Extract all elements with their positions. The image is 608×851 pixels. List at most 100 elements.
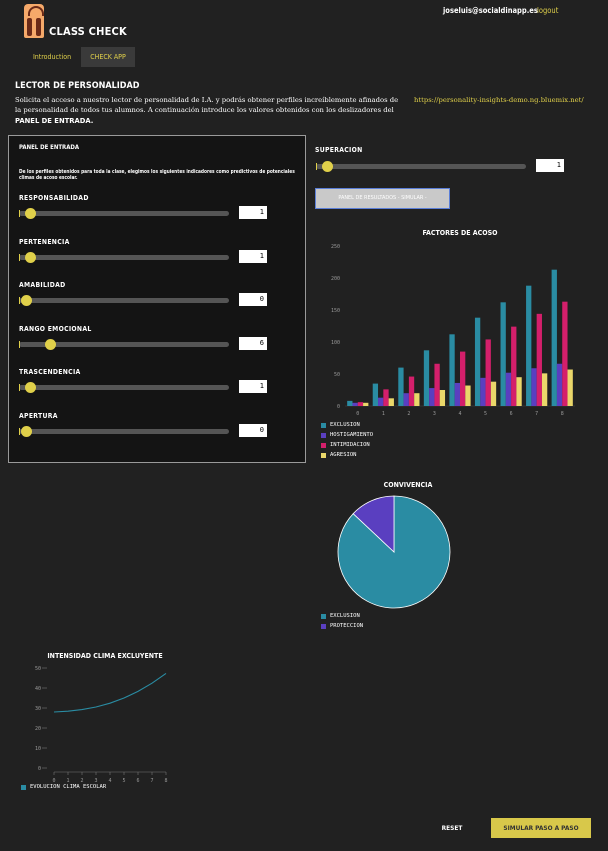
- personality-insights-link[interactable]: https://personality-insights-demo.ng.blu…: [414, 96, 584, 104]
- bar: [414, 393, 420, 406]
- bar: [531, 368, 537, 406]
- x-tick-label: 2: [407, 411, 410, 417]
- trascendencia-slider-track[interactable]: [19, 385, 229, 391]
- rango-emocional-slider-track[interactable]: [19, 341, 229, 347]
- input-panel-title: PANEL DE ENTRADA: [19, 144, 80, 151]
- pie-slice: [352, 495, 395, 553]
- bar: [423, 350, 430, 406]
- legend-swatch: [321, 422, 326, 428]
- superacion-slider-track[interactable]: [316, 164, 526, 169]
- y-tick-label: 40: [35, 686, 41, 692]
- legend-item: EXCLUSION: [321, 611, 363, 621]
- legend-label: PROTECCION: [330, 623, 364, 629]
- legend-item: INTIMIDACION: [321, 440, 373, 450]
- responsabilidad-slider-track[interactable]: [19, 211, 229, 216]
- bar: [347, 400, 353, 406]
- apertura-value-input[interactable]: 0: [239, 424, 267, 437]
- rango-emocional-value-input[interactable]: 6: [239, 336, 267, 350]
- amabilidad-value-input[interactable]: 0: [239, 293, 267, 307]
- x-tick-label: 8: [561, 411, 564, 417]
- x-tick-label: 0: [52, 778, 55, 782]
- bar: [562, 301, 568, 406]
- bar: [439, 390, 446, 406]
- legend-label: HOSTIGAMIENTO: [330, 432, 374, 438]
- y-tick-label: 20: [35, 726, 41, 732]
- y-tick-label: 50: [334, 372, 340, 378]
- pertenencia-slider-track[interactable]: [19, 254, 229, 260]
- simulate-step-button[interactable]: SIMULAR PASO A PASO: [491, 818, 591, 838]
- input-panel-description: De los perfiles obtenidos para toda la c…: [19, 170, 295, 181]
- intro-text: Solicita el acceso a nuestro lector de p…: [15, 95, 400, 126]
- apertura-slider-track[interactable]: [19, 429, 229, 434]
- pertenencia-slider-thumb[interactable]: [24, 251, 36, 263]
- bar: [567, 369, 573, 406]
- y-tick-label: 200: [331, 276, 340, 282]
- amabilidad-label: AMABILIDAD: [19, 281, 66, 290]
- bar: [403, 393, 409, 406]
- trascendencia-slider-tick: [19, 384, 20, 392]
- trascendencia-slider-thumb[interactable]: [24, 382, 36, 394]
- bar: [485, 339, 491, 406]
- x-tick-label: 6: [136, 778, 139, 782]
- bar: [408, 376, 415, 406]
- legend-swatch: [321, 623, 326, 629]
- bar: [541, 373, 548, 406]
- bar: [372, 383, 379, 406]
- y-tick-label: 30: [35, 706, 41, 712]
- amabilidad-slider-track[interactable]: [19, 298, 229, 304]
- tab-introduction[interactable]: Introduction: [32, 53, 72, 61]
- superacion-value-input[interactable]: 1: [536, 159, 564, 172]
- y-tick-label: 10: [35, 746, 41, 752]
- bar: [357, 402, 364, 406]
- rango-emocional-slider-tick: [19, 340, 20, 348]
- superacion-slider-tick: [316, 163, 317, 170]
- legend-item: AGRESION: [321, 450, 373, 460]
- x-tick-label: 1: [382, 411, 385, 417]
- bar: [480, 377, 486, 406]
- bar: [378, 397, 384, 406]
- bar: [388, 398, 394, 406]
- x-tick-label: 7: [150, 778, 153, 782]
- bar-chart-legend: EXCLUSION HOSTIGAMIENTO INTIMIDACION AGRESI…: [321, 420, 373, 460]
- bar: [474, 317, 481, 406]
- tab-check-app[interactable]: CHECK APP: [81, 47, 135, 67]
- x-tick-label: 4: [458, 411, 461, 417]
- legend-label: AGRESION: [330, 452, 357, 458]
- line-series: [53, 672, 167, 713]
- pie-chart-title: CONVIVENCIA: [383, 481, 433, 489]
- legend-swatch: [21, 784, 26, 790]
- responsabilidad-value-input[interactable]: 1: [239, 206, 267, 219]
- bar: [505, 372, 512, 406]
- amabilidad-slider-thumb[interactable]: [21, 295, 32, 307]
- legend-swatch: [321, 452, 326, 458]
- legend-item: HOSTIGAMIENTO: [321, 430, 373, 440]
- rango-emocional-slider-thumb[interactable]: [44, 338, 56, 350]
- bar: [429, 388, 435, 406]
- legend-item: PROTECCION: [321, 621, 363, 631]
- trascendencia-value-input[interactable]: 1: [239, 380, 267, 394]
- logout-link[interactable]: logout: [537, 6, 559, 15]
- legend-swatch: [321, 432, 326, 438]
- bar: [363, 402, 369, 406]
- bar: [460, 351, 466, 406]
- line-chart-legend: EVOLUCION CLIMA ESCOLAR: [21, 782, 106, 792]
- simulate-results-button[interactable]: PANEL DE RESULTADOS - SIMULAR -: [315, 188, 450, 209]
- line-chart-title: INTENSIDAD CLIMA EXCLUYENTE: [47, 652, 163, 660]
- x-tick-label: 3: [94, 778, 97, 782]
- apertura-label: APERTURA: [19, 412, 58, 420]
- bar: [526, 285, 532, 406]
- intro-body: Solicita el acceso a nuestro lector de p…: [15, 96, 399, 115]
- section-title: LECTOR DE PERSONALIDAD: [15, 81, 140, 91]
- bar: [465, 385, 471, 406]
- y-tick-label: 150: [331, 308, 340, 314]
- reset-button[interactable]: RESET: [441, 824, 463, 832]
- bar: [551, 269, 557, 406]
- responsabilidad-slider-thumb[interactable]: [24, 208, 36, 219]
- legend-label: EXCLUSION: [330, 613, 360, 619]
- legend-label: INTIMIDACION: [330, 442, 370, 448]
- pertenencia-value-input[interactable]: 1: [239, 249, 267, 263]
- bar: [352, 402, 358, 406]
- superacion-slider-thumb[interactable]: [321, 161, 333, 172]
- apertura-slider-thumb[interactable]: [21, 426, 32, 437]
- apertura-slider-tick: [19, 428, 20, 435]
